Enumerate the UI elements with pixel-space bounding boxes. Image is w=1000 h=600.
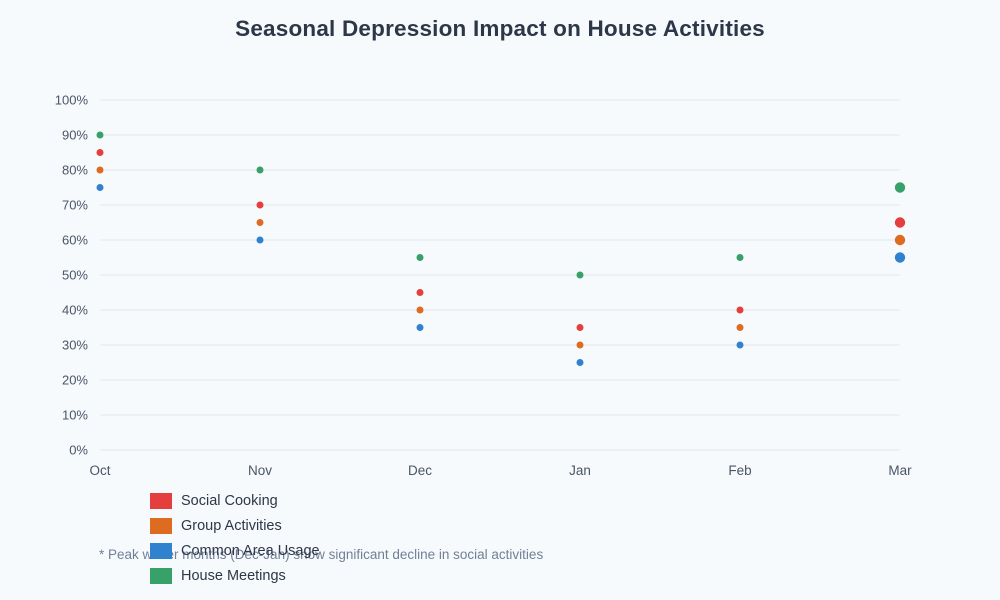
data-point: [576, 271, 584, 279]
data-point: [256, 166, 264, 174]
y-tick-label: 50%: [62, 268, 88, 283]
legend-item: Common Area Usage: [150, 538, 320, 563]
data-point: [894, 234, 906, 246]
data-point: [96, 149, 104, 156]
data-point: [736, 341, 744, 349]
data-point: [576, 341, 584, 349]
chart-title: Seasonal Depression Impact on House Acti…: [235, 16, 765, 41]
data-point: [894, 252, 906, 263]
legend-label: House Meetings: [181, 567, 286, 584]
data-point: [96, 184, 104, 191]
y-tick-label: 10%: [62, 408, 88, 423]
legend-swatch: [150, 517, 172, 534]
y-tick-label: 30%: [62, 338, 88, 353]
legend-label: Common Area Usage: [181, 542, 320, 559]
legend-item: Social Cooking: [150, 488, 320, 513]
data-point: [416, 254, 424, 261]
legend: Social Cooking Group Activities Common Are…: [150, 488, 320, 588]
x-tick-label: Oct: [89, 463, 110, 478]
data-point: [576, 359, 584, 366]
data-point: [256, 219, 264, 226]
x-tick-label: Nov: [248, 463, 272, 478]
data-point: [256, 236, 264, 244]
y-tick-label: 100%: [55, 93, 89, 108]
y-tick-label: 70%: [62, 198, 88, 213]
data-point: [736, 324, 744, 331]
legend-label: Social Cooking: [181, 492, 278, 509]
data-point: [96, 166, 104, 174]
data-point: [416, 306, 424, 314]
data-point: [416, 324, 424, 331]
x-tick-label: Mar: [888, 463, 912, 478]
y-tick-label: 0%: [69, 443, 88, 458]
chart-footnote: * Peak winter months (Dec-Jan) show sign…: [99, 547, 544, 562]
legend-item: House Meetings: [150, 563, 320, 588]
data-point: [96, 131, 104, 139]
y-tick-label: 80%: [62, 163, 88, 178]
data-point: [576, 324, 584, 331]
data-point: [894, 182, 906, 193]
legend-label: Group Activities: [181, 517, 282, 534]
legend-item: Group Activities: [150, 513, 320, 538]
data-point: [736, 254, 744, 261]
y-tick-label: 40%: [62, 303, 88, 318]
y-tick-label: 90%: [62, 128, 88, 143]
data-point: [416, 289, 424, 296]
x-tick-label: Feb: [728, 463, 751, 478]
y-tick-label: 60%: [62, 233, 88, 248]
data-point: [894, 217, 906, 228]
legend-swatch: [150, 542, 172, 559]
x-tick-label: Jan: [569, 463, 591, 478]
y-tick-label: 20%: [62, 373, 88, 388]
data-point: [256, 201, 264, 209]
legend-swatch: [150, 492, 172, 509]
x-tick-label: Dec: [408, 463, 432, 478]
legend-swatch: [150, 567, 172, 584]
data-point: [736, 306, 744, 314]
